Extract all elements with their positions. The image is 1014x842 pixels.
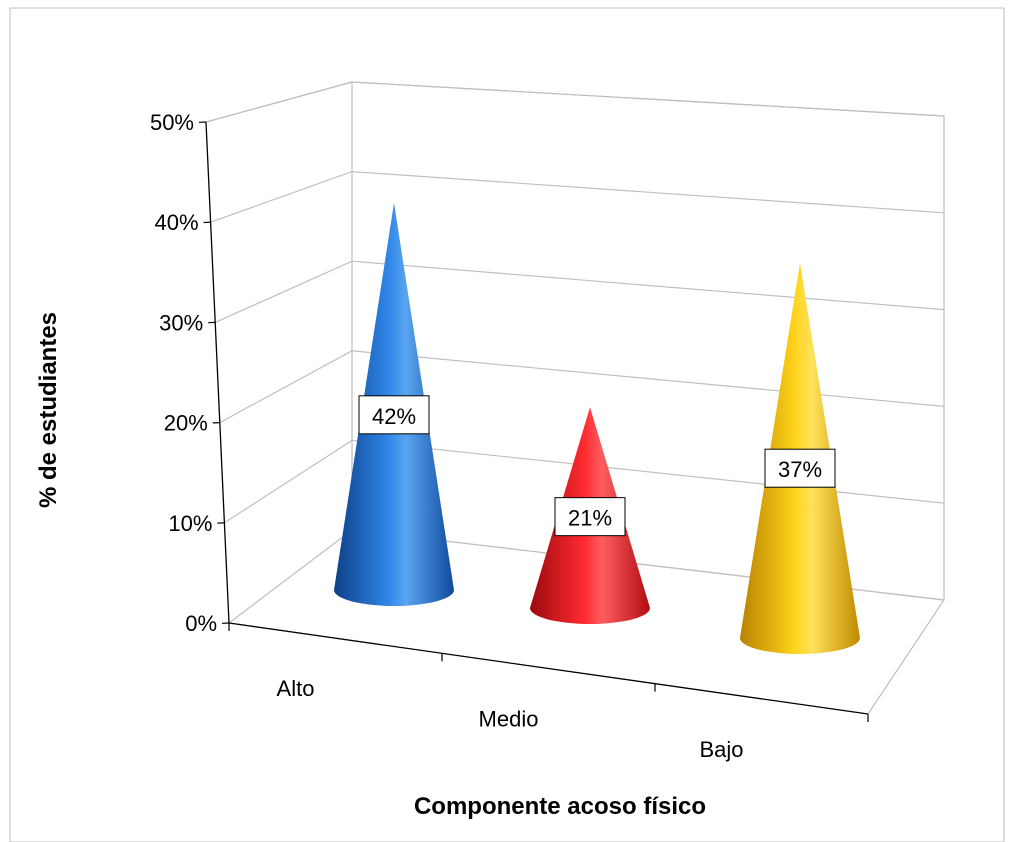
gridlines [205,81,945,624]
category-label: Alto [277,676,315,701]
gridline [214,260,945,323]
category-labels: Alto Medio Bajo [277,676,744,762]
y-axis-title: % de estudiantes [35,312,62,508]
data-label-box [554,497,626,537]
y-tick-label: 50% [150,110,194,135]
category-label: Medio [479,707,539,732]
data-label-box [358,395,430,435]
y-tick-label: 0% [185,611,217,636]
y-axis-line [205,121,230,624]
data-label-text: 21% [568,506,612,531]
chart-border [9,7,1005,842]
y-axis-ticks: 0% 10% 20% 30% 40% 50% [150,110,230,636]
category-label: Bajo [699,737,743,762]
gridline [219,350,945,424]
data-labels: 42% 21% 37% [358,395,836,537]
y-tick-label: 40% [155,210,199,235]
gridline [224,439,945,524]
axes [205,121,869,722]
y-tick-label: 30% [159,310,203,335]
x-axis-line [228,622,869,715]
gridline [205,81,945,123]
gridline [210,170,945,223]
data-label: 21% [554,497,626,537]
y-tick-label: 20% [164,411,208,436]
data-label: 37% [764,448,836,488]
data-label-text: 42% [372,404,416,429]
data-label: 42% [358,395,430,435]
data-label-text: 37% [778,457,822,482]
y-tick-label: 10% [168,511,212,536]
x-axis-title: Componente acoso físico [414,793,706,820]
data-label-box [764,448,836,488]
